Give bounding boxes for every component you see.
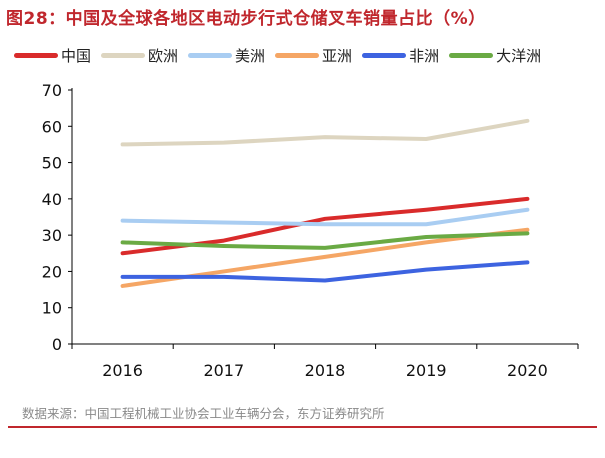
- legend-item: 非洲: [362, 45, 439, 66]
- legend-label: 美洲: [235, 46, 266, 65]
- series-line: [120, 260, 530, 283]
- line-chart: 0 10 20 30 40 50 60 70 2016 2017 2018 2019 2020: [42, 81, 579, 380]
- legend-item: 美洲: [188, 45, 265, 66]
- y-tick-label: 40: [42, 190, 62, 209]
- x-tick-label: 2020: [507, 361, 548, 380]
- x-tick-label: 2018: [305, 361, 346, 380]
- legend-label: 中国: [61, 46, 92, 65]
- legend-label: 大洋洲: [496, 46, 542, 65]
- legend-item: 大洋洲: [449, 45, 541, 66]
- y-tick-label: 30: [42, 226, 62, 245]
- y-tick-label: 60: [42, 117, 62, 136]
- series-line: [120, 231, 530, 250]
- chart-title: 图28：中国及全球各地区电动步行式仓储叉车销量占比（%）: [6, 9, 486, 29]
- legend-swatch: [101, 52, 146, 58]
- y-tick-label: 10: [42, 299, 62, 318]
- legend-item: 亚洲: [275, 45, 352, 66]
- source-note: 数据来源：中国工程机械工业协会工业车辆分会，东方证券研究所: [22, 406, 385, 421]
- legend-label: 欧洲: [148, 46, 179, 65]
- legend-swatch: [449, 52, 494, 58]
- x-tick-label: 2019: [406, 361, 447, 380]
- y-tick-label: 50: [42, 154, 62, 173]
- legend-label: 亚洲: [322, 46, 353, 65]
- series-line: [120, 207, 530, 227]
- legend-swatch: [188, 52, 233, 58]
- y-tick-label: 70: [42, 81, 62, 100]
- x-tick-label: 2017: [203, 361, 244, 380]
- legend-label: 非洲: [409, 46, 440, 65]
- legend: 中国 欧洲 美洲 亚洲 非洲 大洋洲: [14, 45, 551, 66]
- legend-item: 欧洲: [101, 45, 178, 66]
- legend-item: 中国: [14, 45, 91, 66]
- y-tick-label: 20: [42, 262, 62, 281]
- series-line: [120, 118, 530, 147]
- bottom-divider: [8, 426, 597, 428]
- legend-swatch: [362, 52, 407, 58]
- legend-swatch: [14, 52, 58, 58]
- legend-swatch: [275, 52, 320, 58]
- x-tick-label: 2016: [102, 361, 143, 380]
- y-tick-label: 0: [52, 335, 62, 354]
